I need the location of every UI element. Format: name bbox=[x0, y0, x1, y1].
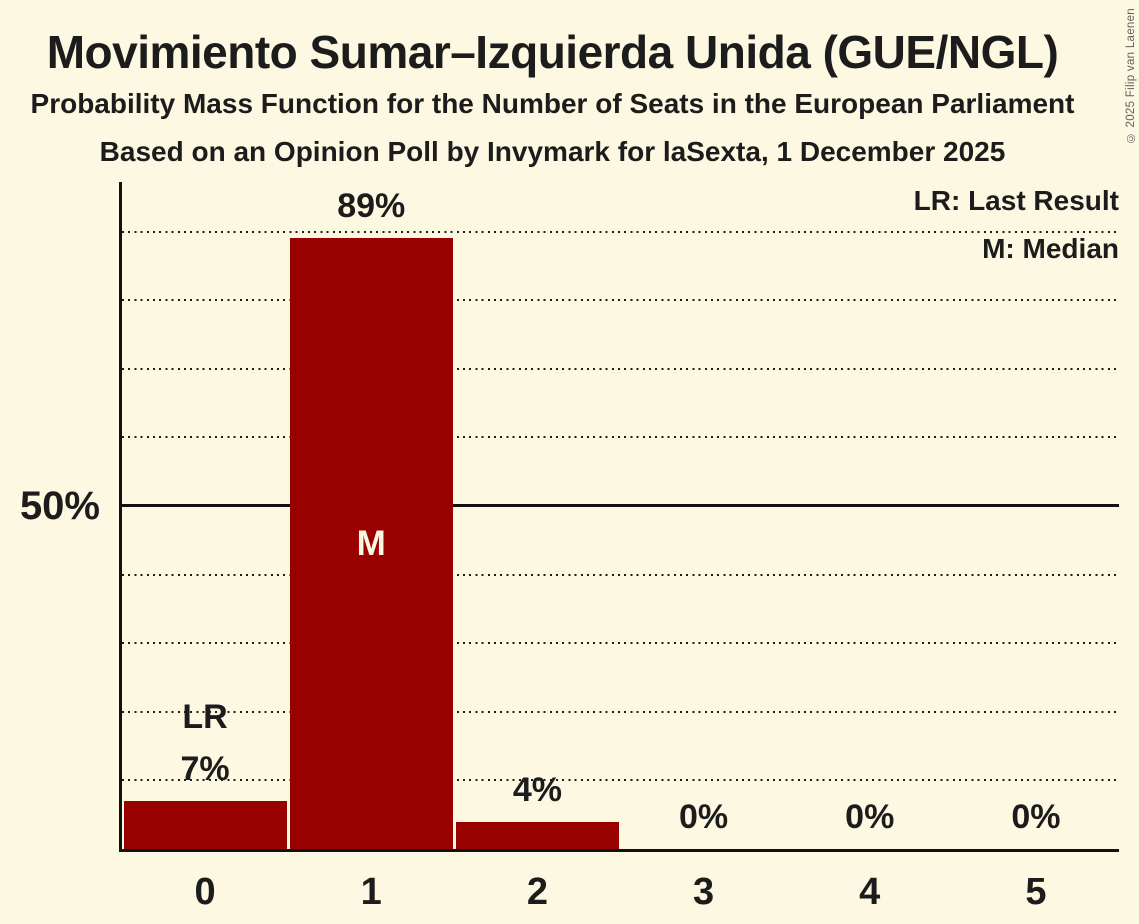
copyright-notice: © 2025 Filip van Laenen bbox=[1125, 8, 1137, 144]
gridline-30 bbox=[122, 642, 1119, 645]
y-axis-tick-50: 50% bbox=[19, 484, 100, 528]
x-axis-tick-2: 2 bbox=[526, 871, 548, 913]
chart-title: Movimiento Sumar–Izquierda Unida (GUE/NG… bbox=[46, 26, 1059, 78]
gridline-40 bbox=[122, 573, 1119, 576]
gridline-10 bbox=[122, 779, 1119, 782]
legend-median-label: M: Median bbox=[982, 233, 1119, 264]
bar-column-4: 0% 4 bbox=[787, 182, 953, 913]
gridline-70 bbox=[122, 367, 1119, 370]
x-axis-tick-0: 0 bbox=[194, 871, 216, 913]
gridline-solid-50 bbox=[122, 504, 1119, 507]
last-result-marker-label: LR bbox=[182, 697, 228, 736]
bar-value-label-5: 0% bbox=[1011, 798, 1061, 836]
x-axis-tick-4: 4 bbox=[859, 871, 881, 913]
plot-area: 7% LR 0 M 89% 1 4% 2 0% 3 0% 4 0% 5 bbox=[119, 182, 1119, 913]
bar-column-2: 4% 2 bbox=[454, 182, 620, 913]
gridline-60 bbox=[122, 436, 1119, 439]
bar-column-3: 0% 3 bbox=[621, 182, 787, 913]
bar-value-label-0: 7% bbox=[180, 749, 230, 788]
legend-last-result-label: LR: Last Result bbox=[913, 185, 1119, 216]
chart-subtitle: Probability Mass Function for the Number… bbox=[30, 88, 1075, 119]
bar-0 bbox=[123, 800, 287, 849]
gridline-20 bbox=[122, 710, 1119, 713]
bar-value-label-1: 89% bbox=[337, 187, 406, 226]
bar-column-0: 7% LR 0 bbox=[122, 182, 288, 913]
gridline-90 bbox=[122, 230, 1119, 233]
bar-value-label-2: 4% bbox=[512, 770, 562, 809]
bar-value-label-4: 0% bbox=[845, 798, 895, 836]
bar-column-5: 0% 5 bbox=[953, 182, 1119, 913]
chart-source-line: Based on an Opinion Poll by Invymark for… bbox=[99, 136, 1006, 167]
legend: LR: Last Result M: Median bbox=[914, 177, 1119, 273]
bar-1: M bbox=[289, 238, 453, 849]
x-axis-tick-1: 1 bbox=[360, 871, 382, 913]
x-axis-tick-5: 5 bbox=[1025, 871, 1047, 913]
bar-value-label-3: 0% bbox=[679, 798, 729, 836]
bar-column-1: M 89% 1 bbox=[288, 182, 454, 913]
median-marker-label: M bbox=[356, 523, 386, 563]
bar-2 bbox=[455, 821, 619, 849]
x-axis-tick-3: 3 bbox=[693, 871, 715, 913]
gridline-80 bbox=[122, 299, 1119, 302]
